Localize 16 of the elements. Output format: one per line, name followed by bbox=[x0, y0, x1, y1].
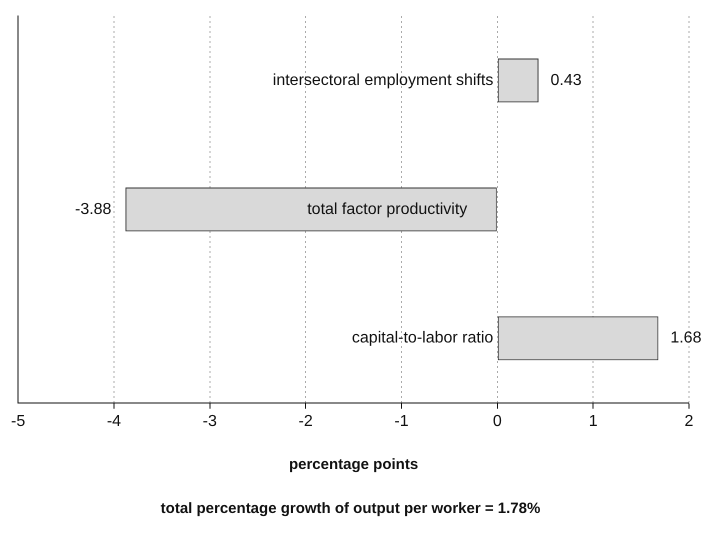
x-axis-title: percentage points bbox=[288, 456, 418, 474]
x-tick-label: -5 bbox=[10, 412, 26, 430]
x-tick-label: -1 bbox=[394, 412, 409, 430]
y-tick-label: total factor productivity bbox=[307, 200, 468, 218]
y-tick-label: capital-to-labor ratio bbox=[352, 330, 494, 347]
data-label: -3.88 bbox=[74, 200, 112, 218]
x-tick-label: -4 bbox=[106, 412, 122, 430]
x-tick-label: 0 bbox=[492, 412, 502, 430]
x-tick-label: -3 bbox=[202, 412, 218, 430]
x-tick-label: 1 bbox=[588, 412, 598, 430]
x-tick-label: 2 bbox=[684, 412, 694, 430]
data-label: 0.43 bbox=[550, 72, 582, 89]
x-tick-label: -2 bbox=[298, 412, 313, 430]
text: total percentage growth of output per worker = 1.78% bbox=[160, 500, 540, 518]
y-tick-label: intersectoral employment shifts bbox=[272, 72, 494, 89]
data-label: 1.68 bbox=[670, 330, 702, 347]
